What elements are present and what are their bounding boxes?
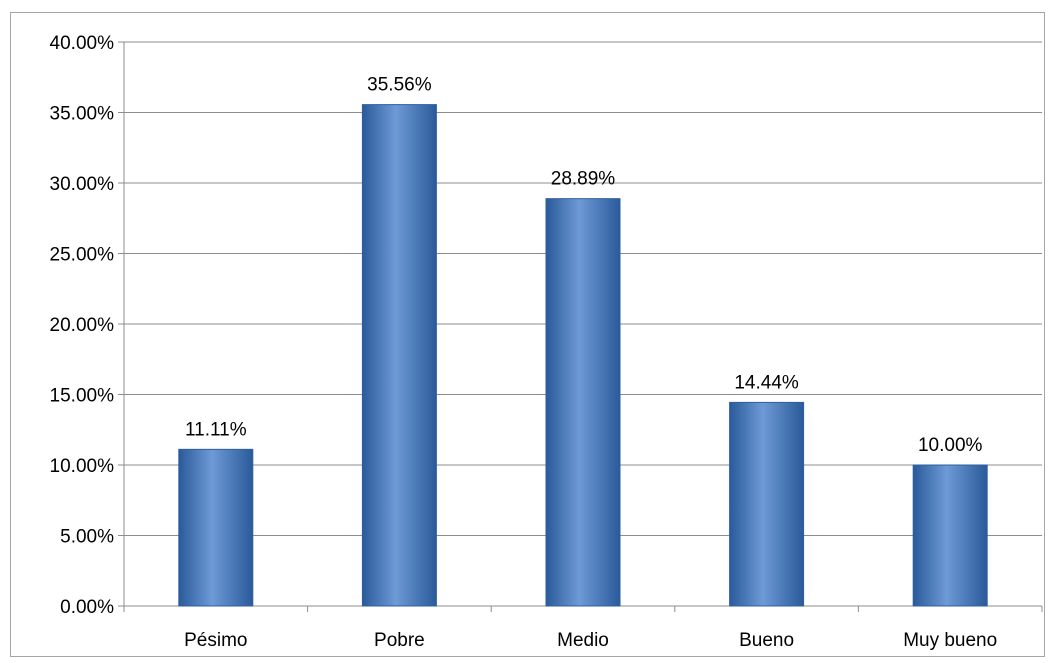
bars — [178, 104, 988, 607]
y-tick-label: 0.00% — [60, 597, 114, 618]
bar-bueno — [729, 401, 805, 607]
x-tick-label: Pésimo — [184, 630, 247, 651]
bar-muy-bueno — [912, 464, 988, 607]
data-label: 35.56% — [367, 75, 432, 96]
x-tick-label: Bueno — [739, 630, 794, 651]
y-tick-label: 30.00% — [50, 174, 115, 195]
y-tick-label: 40.00% — [50, 33, 115, 54]
y-tick-label: 35.00% — [50, 104, 115, 125]
y-tick-label: 20.00% — [50, 315, 115, 336]
data-label: 28.89% — [551, 169, 616, 190]
y-tick-labels: 0.00% 5.00% 10.00% 15.00% 20.00% 25.00% 30.00%… — [50, 33, 115, 618]
x-tick-labels: Pésimo Pobre Medio Bueno Muy bueno — [184, 630, 997, 651]
bar-pesimo — [178, 448, 254, 607]
data-labels: 11.11% 35.56% 28.89% 14.44% 10.00% — [185, 75, 983, 456]
y-tick-label: 10.00% — [50, 456, 115, 477]
x-tick-label: Pobre — [374, 630, 425, 651]
bar-pobre — [361, 104, 437, 607]
y-tick-label: 5.00% — [60, 527, 114, 548]
bar-medio — [545, 198, 621, 607]
data-label: 11.11% — [185, 419, 247, 440]
y-tick-label: 25.00% — [50, 245, 115, 266]
data-label: 14.44% — [734, 372, 799, 393]
x-tick-label: Medio — [557, 630, 609, 651]
y-tick-label: 15.00% — [50, 386, 115, 407]
x-tick-label: Muy bueno — [903, 630, 997, 651]
data-label: 10.00% — [918, 435, 983, 456]
